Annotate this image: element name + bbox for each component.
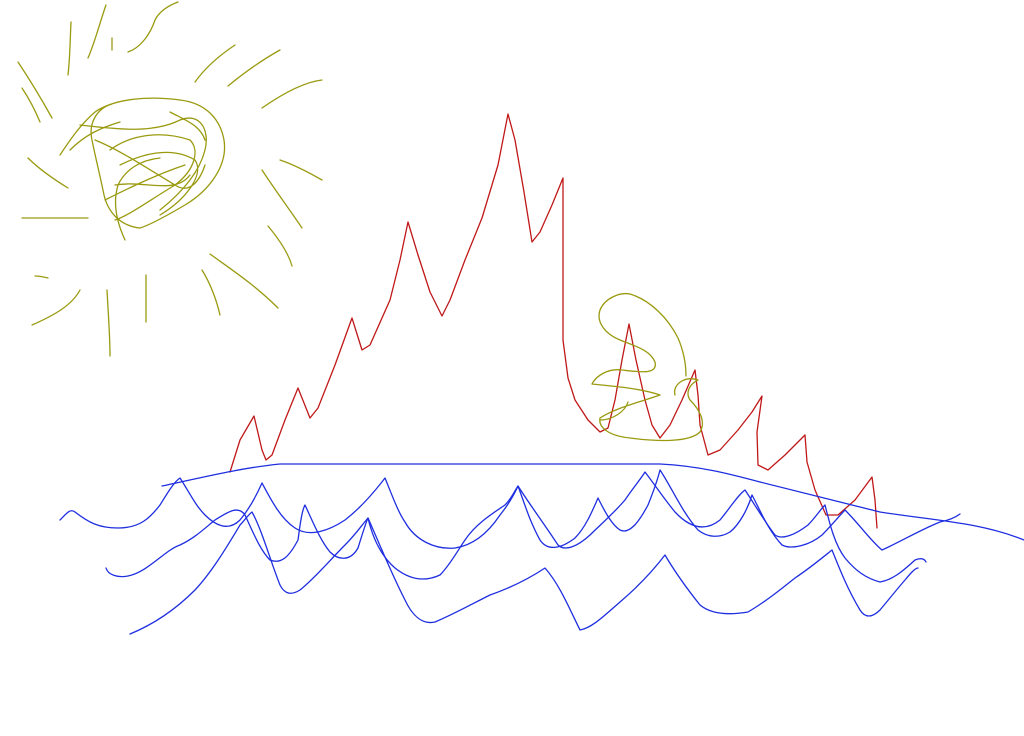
sun <box>17 1 323 357</box>
sun-ray-right-2 <box>279 159 323 181</box>
sun-ray-right-3 <box>261 169 303 229</box>
sun-ray-lower-right-1 <box>267 225 293 267</box>
mountain-range <box>229 113 878 529</box>
sun-ray-lower-right-2 <box>209 253 279 309</box>
sun-ray-upper-left-2 <box>21 87 41 123</box>
sun-ray-left-2 <box>27 157 69 189</box>
sun-ray-top-1 <box>67 21 72 76</box>
wave-line-1 <box>59 469 961 551</box>
sun-ray-upper-right-2 <box>227 49 281 87</box>
sun-ray-upper-left-1 <box>17 61 53 119</box>
sun-ray-upper-right-1 <box>194 44 236 83</box>
wave-line-3 <box>129 511 919 635</box>
sun-ray-right-1 <box>261 79 323 109</box>
sun-ray-top-4 <box>127 1 179 53</box>
sun-ray-top-2 <box>87 4 107 59</box>
wave-line-2 <box>105 471 927 583</box>
small-sun-swirl <box>591 292 704 442</box>
sun-body <box>59 97 226 241</box>
sun-ray-lower-left-2 <box>34 275 49 279</box>
sun-ray-lower-left-1 <box>31 289 81 326</box>
sun-ray-bottom-2 <box>106 289 111 357</box>
horizon-line <box>161 463 1024 541</box>
sun-ray-lower-right-3 <box>201 269 221 316</box>
